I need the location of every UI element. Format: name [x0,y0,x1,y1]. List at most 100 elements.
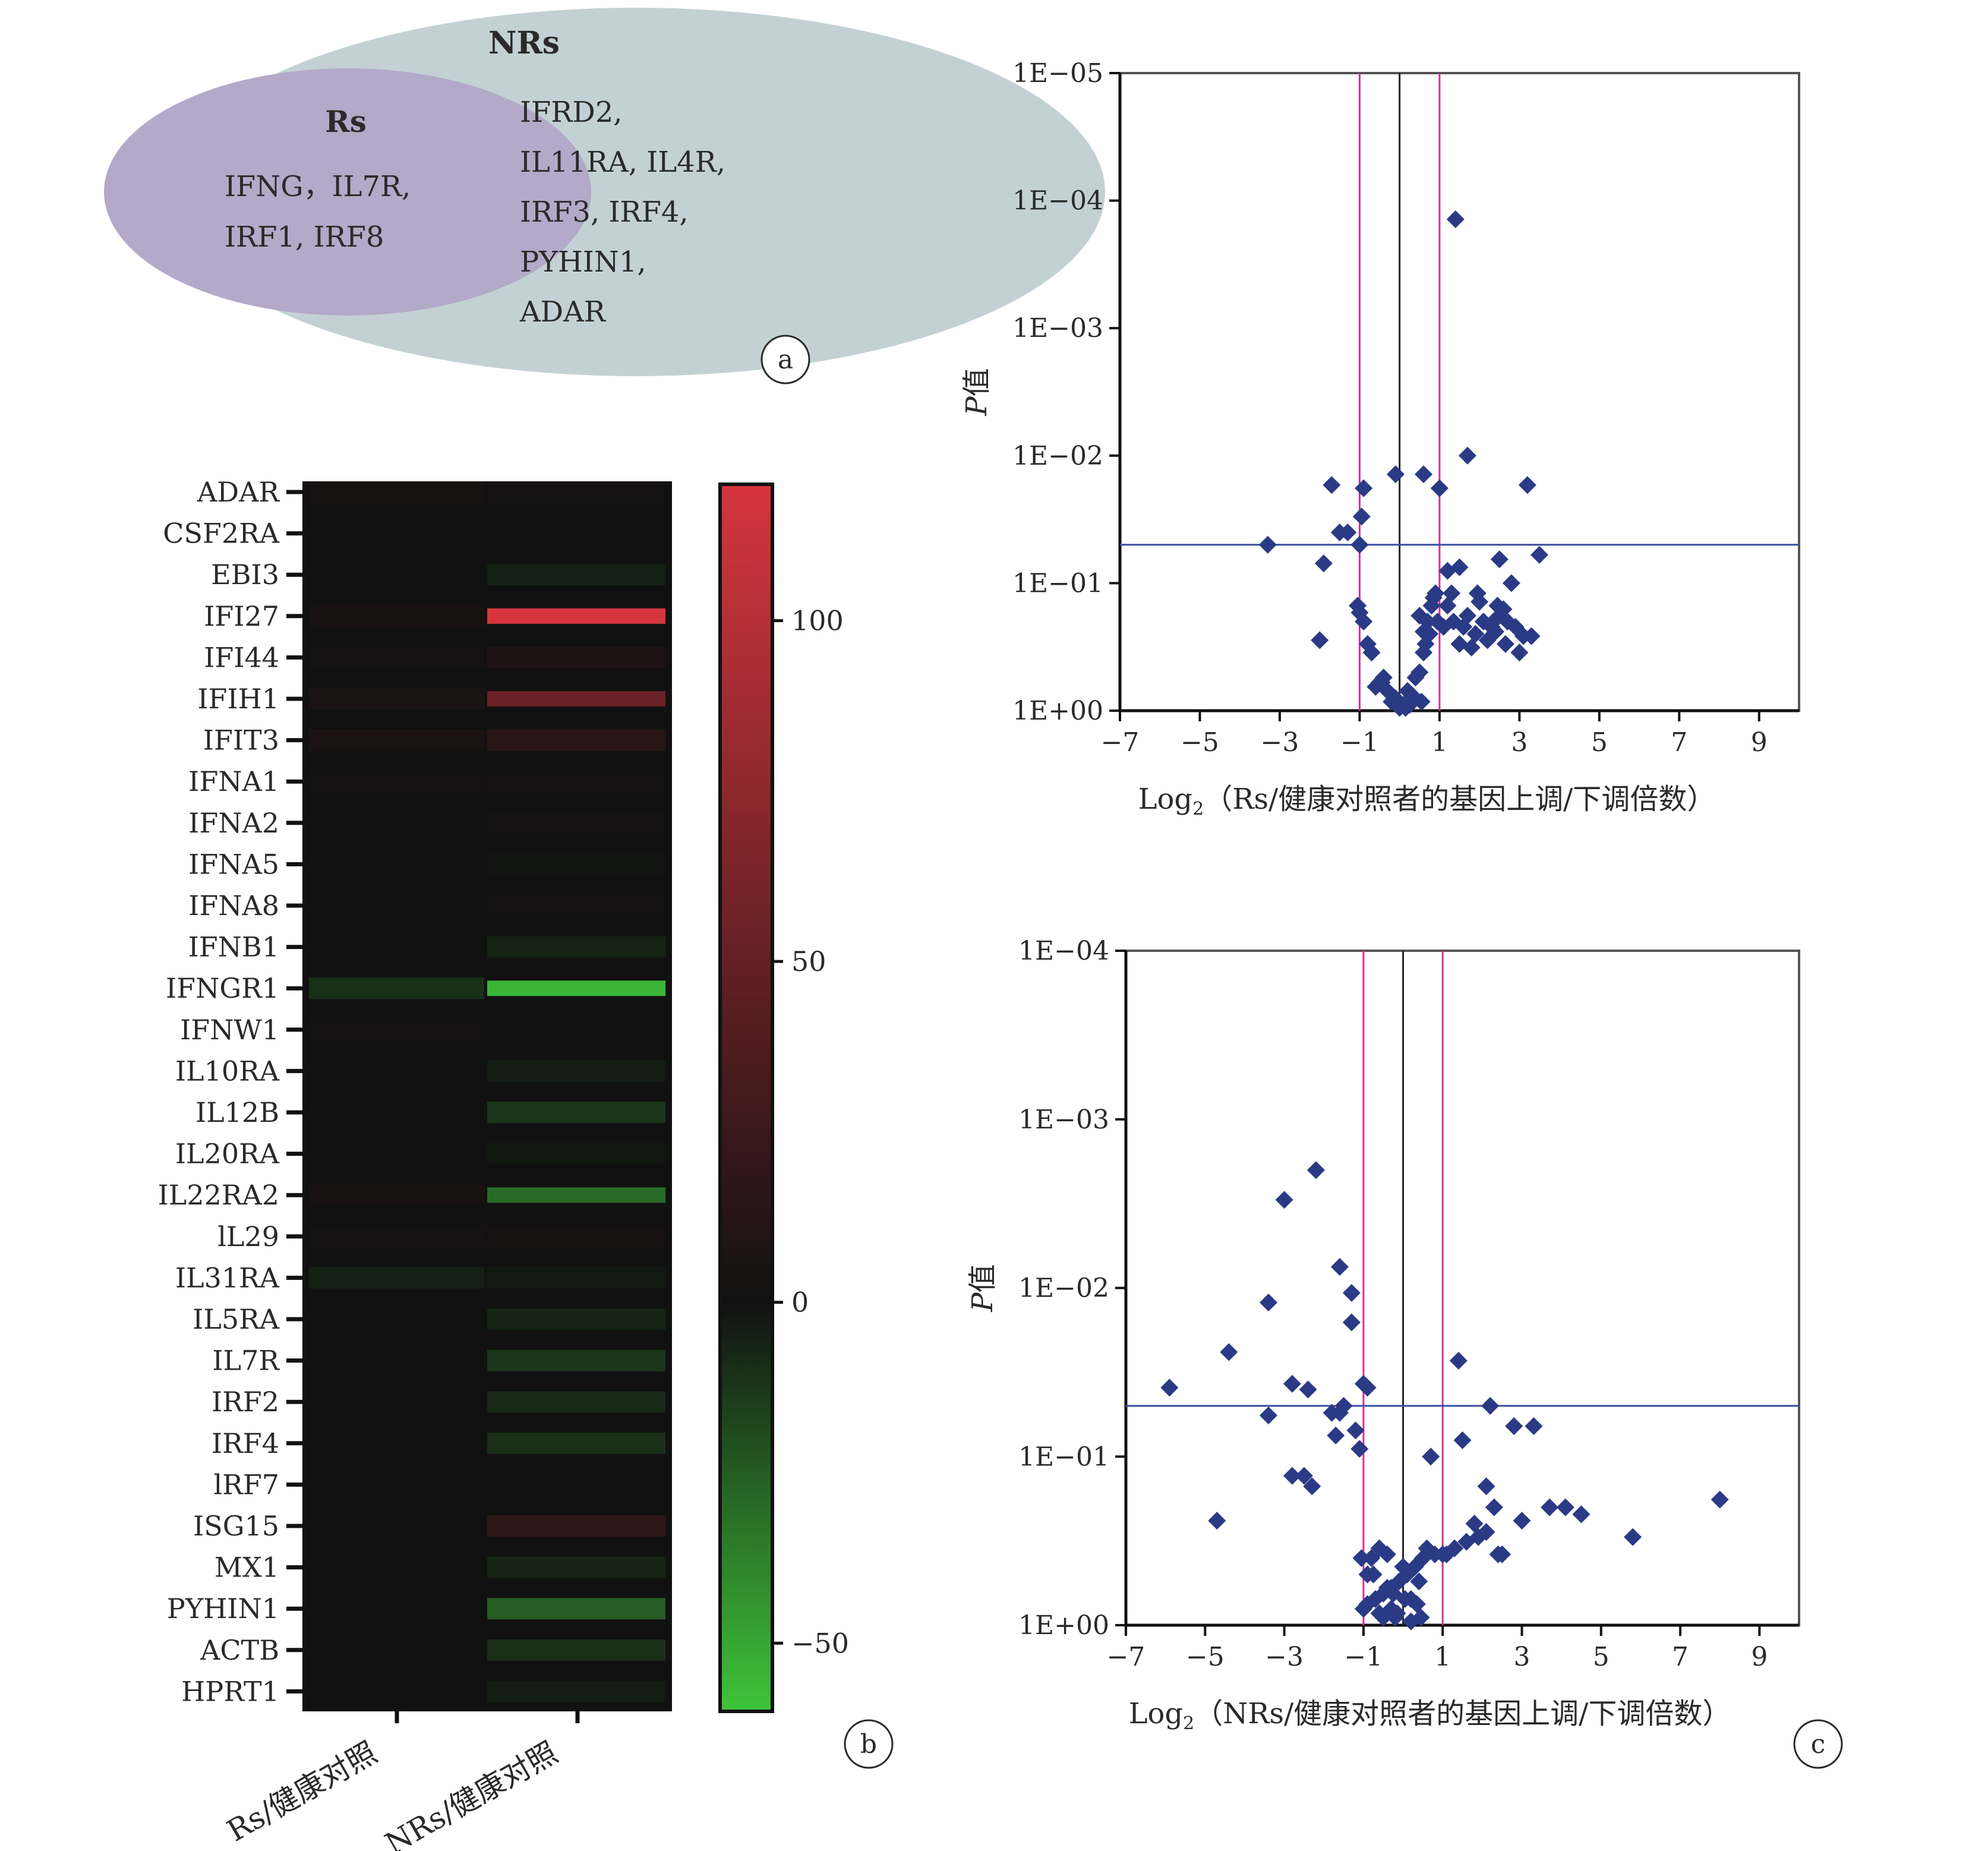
data-point [1412,1609,1430,1627]
data-point [1388,1604,1406,1622]
venn-outer-gene-line: ADAR [519,295,607,329]
panel-a-label-circle [761,335,810,384]
heatmap-cell [309,1515,484,1537]
x-axis-label: Log2（Rs/健康对照者的基因上调/下调倍数） [1138,783,1716,819]
panel-a-label: a [778,345,793,375]
data-point [1427,584,1445,603]
x-tick-label: −5 [1181,727,1219,758]
data-point [1493,1545,1511,1563]
data-point [1275,1191,1293,1209]
x-tick-label: −3 [1261,727,1299,758]
heatmap-row-label: IL12B [195,1096,279,1128]
heatmap-row-label: CSF2RA [163,518,280,550]
panel-a-venn: NRs Rs IFNG，IL7R, IRF1, IRF8 IFRD2, IL11RA… [104,8,1105,384]
data-point [1572,1505,1591,1524]
x-axis-label: Log2（NRs/健康对照者的基因上调/下调倍数） [1129,1697,1731,1734]
heatmap-row-label: lRF7 [213,1468,279,1500]
y-tick-label: 1E+00 [1012,696,1103,726]
data-point [1414,465,1432,484]
data-point [1477,1477,1495,1496]
data-point [1446,210,1465,228]
heatmap-cell [309,977,484,999]
data-point [1458,607,1476,625]
data-point [1458,446,1476,465]
data-point [1327,1426,1345,1445]
data-point [1342,1284,1361,1302]
venn-inner-gene-line: IRF1, IRF8 [225,220,384,254]
data-point [1443,584,1461,603]
heatmap-cell [309,895,484,916]
heatmap-cell [309,1018,484,1040]
venn-outer-title: NRs [488,25,560,61]
heatmap-row-label: EBI3 [211,559,279,591]
heatmap-cell [487,691,665,707]
heatmap-cell [487,1308,665,1330]
heatmap-row-label: ACTB [200,1634,279,1666]
data-point [1342,1313,1361,1332]
heatmap-cell [309,1060,484,1082]
y-tick-label: 1E−02 [1012,441,1103,471]
heatmap-cell [487,853,665,875]
heatmap-cell [309,771,484,793]
heatmap-cell [309,1639,484,1661]
data-point [1314,554,1333,573]
heatmap-cell [487,1474,665,1496]
data-point [1428,613,1447,631]
heatmap-row-label: HPRT1 [181,1675,279,1707]
x-tick-label: 1 [1434,1642,1451,1672]
data-point [1481,1396,1500,1415]
heatmap-row-label: IL20RA [175,1138,280,1170]
heatmap-cell [309,522,484,544]
data-point [1449,1351,1468,1370]
x-tick-label: 9 [1751,727,1768,758]
data-point [1490,550,1509,569]
data-point [1513,1512,1531,1530]
data-point [1370,1539,1389,1557]
panel-c-label-circle [1793,1719,1843,1769]
data-point [1410,1572,1428,1591]
heatmap-cell [487,771,665,793]
heatmap-cell [487,1515,665,1537]
data-point [1457,1532,1476,1551]
heatmap-cell [309,1598,484,1620]
x-tick-label: −1 [1340,727,1379,758]
data-point [1466,625,1485,643]
data-point [1453,1431,1472,1449]
heatmap-cell [487,980,665,997]
data-point [1468,584,1487,603]
data-point [1541,1498,1559,1516]
data-point [1485,1498,1503,1516]
heatmap-cell [309,1680,484,1702]
data-point [1330,1258,1349,1276]
data-point [1354,1600,1372,1618]
data-point [1399,682,1417,700]
data-point [1160,1379,1179,1397]
heatmap-row-label: IRF4 [212,1427,279,1459]
heatmap-cell [309,1474,484,1496]
data-point [1450,558,1469,576]
data-point [1410,607,1429,625]
colorbar-tick-label: 50 [791,945,826,977]
heatmap-cell [309,1143,484,1165]
data-point [1208,1512,1226,1530]
data-point [1510,644,1529,662]
data-point [1350,535,1369,554]
heatmap-cell [487,1060,665,1082]
heatmap-cell [309,936,484,958]
data-point [1525,1417,1543,1436]
x-tick-label: 3 [1511,727,1528,758]
data-point [1418,1539,1436,1557]
data-point [1410,663,1429,682]
heatmap-cell [487,522,665,544]
heatmap-row-label: IFNA8 [188,890,279,922]
heatmap-cell [309,853,484,875]
heatmap-cell [309,605,484,627]
heatmap-row-label: IFNW1 [180,1014,279,1046]
heatmap-cell [487,1143,665,1165]
heatmap-cell [309,1225,484,1247]
venn-outer-gene-line: IL11RA, IL4R, [520,146,725,179]
heatmap-row-label: IL10RA [175,1055,280,1087]
data-point [1358,1565,1377,1584]
data-point [1330,524,1349,542]
